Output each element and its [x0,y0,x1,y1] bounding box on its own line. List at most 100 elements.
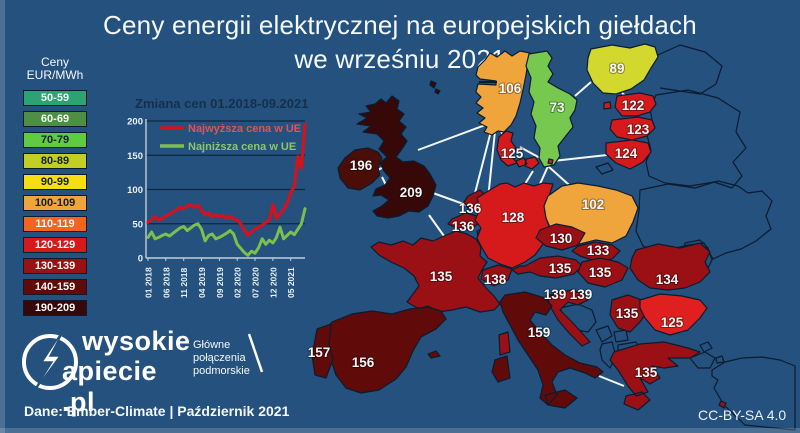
outline-country-10 [689,351,716,369]
submarine-connection-line-13 [432,192,470,207]
outline-country-2 [595,162,614,175]
country-label-netherlands: 136 [459,201,482,216]
legend-band-140-159: 140-159 [23,279,87,295]
country-spain [324,306,447,394]
x-tick-5: 02 2020 [233,267,243,298]
outline-country-0 [657,44,723,95]
country-label-slovenia: 139 [544,287,567,302]
legend-label-1: Najniższa cena w UE [188,141,296,153]
country-belgium [447,212,481,231]
country-label-bulgaria: 125 [661,315,684,330]
country-czechia [535,223,586,251]
outline-country-7 [613,329,629,343]
submarine-connection-line-5 [524,170,534,185]
y-tick-200: 200 [127,117,143,128]
legend-band-80-89: 80-89 [23,153,87,169]
country-label-latvia: 123 [627,122,650,137]
submarine-connection-line-6 [539,163,550,185]
left-edge-highlight [0,0,5,433]
chart-title: Zmiana cen 01.2018-09.2021 [135,96,308,111]
country-label-uk: 209 [400,185,423,200]
price-legend-heading: Ceny EUR/MWh [20,56,90,82]
price-legend-heading-line1: Ceny [40,55,69,69]
legend-band-130-139: 130-139 [23,258,87,274]
country-label-switzerland: 138 [484,272,507,287]
outline-country-9 [599,341,617,369]
lightning-bolt-circle-icon [22,325,78,395]
country-label-germany: 128 [502,210,525,225]
legend-band-50-59: 50-59 [23,90,87,106]
submarine-connection-line-4 [519,146,541,159]
bottom-edge-highlight [0,428,800,433]
country-switzerland [480,264,513,287]
country-label-italy: 159 [528,325,551,340]
country-label-croatia: 139 [570,287,593,302]
submarine-connection-line-8 [552,154,608,162]
submarine-connections-label: Główne połączenia podmorskie [193,339,273,378]
country-hungary [577,257,629,288]
submarine-connection-line-1 [473,130,492,198]
country-portugal [311,323,334,379]
page-title-line2: we wrześniu 2021 [294,44,506,74]
country-serbia [609,294,649,333]
x-tick-7: 12 2020 [268,267,278,298]
country-label-portugal: 157 [308,345,331,360]
country-latvia [609,116,656,141]
country-estonia [603,92,657,117]
logo-text-line2: apiecie .pl [62,356,158,417]
country-uk [356,80,441,219]
country-slovakia [571,241,621,262]
x-tick-2: 11 2018 [179,267,189,298]
country-finland [586,43,659,95]
submarine-connection-line-14 [428,214,445,237]
series-line-0 [146,122,307,237]
price-legend-heading-line2: EUR/MWh [26,68,84,82]
country-germany [474,182,554,269]
submarine-connections-line2: połączenia [193,352,246,364]
country-ireland [337,147,383,191]
price-change-chart-svg: Zmiana cen 01.2018-09.2021 0 50 100 150 200 01… [127,96,308,298]
license-note: CC-BY-SA 4.0 [698,407,787,423]
country-label-greece: 135 [635,365,658,380]
x-tick-6: 07 2020 [251,267,261,298]
submarine-connection-line-2 [487,130,496,200]
submarine-connection-line-15 [598,375,625,387]
price-legend-bands: 50-59 60-69 70-79 80-89 90-99 100-109 110-119 1… [20,90,90,316]
country-label-denmark: 125 [501,146,524,161]
country-denmark [496,130,554,170]
outline-country-1 [645,89,747,189]
country-label-estonia: 122 [622,98,645,113]
y-tick-150: 150 [127,151,143,162]
logo-text-line1: wysokie [82,326,191,356]
submarine-connections-line3: podmorskie [193,365,250,377]
submarine-connection-line-9 [574,81,592,97]
price-change-chart: Zmiana cen 01.2018-09.2021 0 50 100 150 200 01… [126,93,326,338]
submarine-connections-line1: Główne [193,339,231,351]
page-title: Ceny energii elektrycznej na europejskic… [0,8,800,76]
legend-band-70-79: 70-79 [23,132,87,148]
y-tick-50: 50 [132,219,143,230]
price-legend: Ceny EUR/MWh 50-59 60-69 70-79 80-89 90-99 10… [20,56,90,321]
country-label-ireland: 196 [350,158,373,173]
legend-band-120-129: 120-129 [23,237,87,253]
country-label-slovakia: 133 [587,243,610,258]
legend-band-60-69: 60-69 [23,111,87,127]
country-label-poland: 102 [582,197,605,212]
country-norway [475,50,531,136]
country-label-hungary: 135 [589,265,612,280]
country-label-sweden: 73 [549,100,565,115]
data-source-note: Dane: Ember-Climate | Październik 2021 [24,403,290,419]
country-label-norway: 106 [499,81,522,96]
country-romania [629,242,711,291]
country-label-finland: 89 [609,61,624,76]
country-bulgaria [639,293,708,336]
country-label-romania: 134 [656,272,679,287]
outline-country-13 [715,355,725,364]
country-label-france: 135 [430,269,453,284]
legend-band-100-109: 100-109 [23,195,87,211]
legend-label-0: Najwyższa cena w UE [188,123,301,135]
country-label-czechia: 130 [550,231,573,246]
submarine-connection-line-0 [417,123,489,151]
country-label-lithuania: 124 [615,146,638,161]
